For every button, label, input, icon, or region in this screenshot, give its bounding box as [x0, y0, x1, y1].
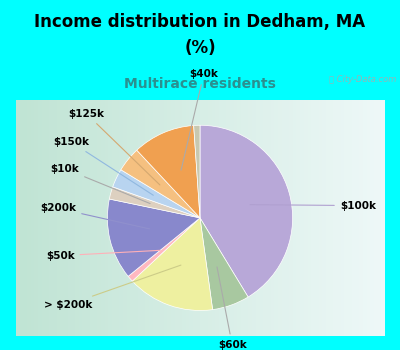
Text: $60k: $60k — [217, 267, 246, 350]
Wedge shape — [194, 125, 200, 218]
Wedge shape — [137, 126, 200, 218]
Text: $125k: $125k — [69, 109, 160, 185]
Text: (%): (%) — [184, 39, 216, 57]
Text: $100k: $100k — [250, 201, 376, 211]
Text: Income distribution in Dedham, MA: Income distribution in Dedham, MA — [34, 13, 366, 31]
Text: $50k: $50k — [46, 250, 160, 261]
Wedge shape — [132, 218, 213, 310]
Text: ⓘ City-Data.com: ⓘ City-Data.com — [329, 75, 396, 84]
Text: $150k: $150k — [54, 137, 153, 195]
Wedge shape — [200, 125, 293, 297]
Text: $10k: $10k — [50, 164, 150, 204]
Text: Multirace residents: Multirace residents — [124, 77, 276, 91]
Text: $40k: $40k — [181, 69, 218, 170]
Wedge shape — [200, 218, 248, 310]
Text: > $200k: > $200k — [44, 265, 181, 310]
Wedge shape — [121, 150, 200, 218]
Wedge shape — [107, 199, 200, 276]
Wedge shape — [128, 218, 200, 281]
Text: $200k: $200k — [40, 203, 150, 229]
Wedge shape — [113, 170, 200, 218]
Wedge shape — [109, 187, 200, 218]
